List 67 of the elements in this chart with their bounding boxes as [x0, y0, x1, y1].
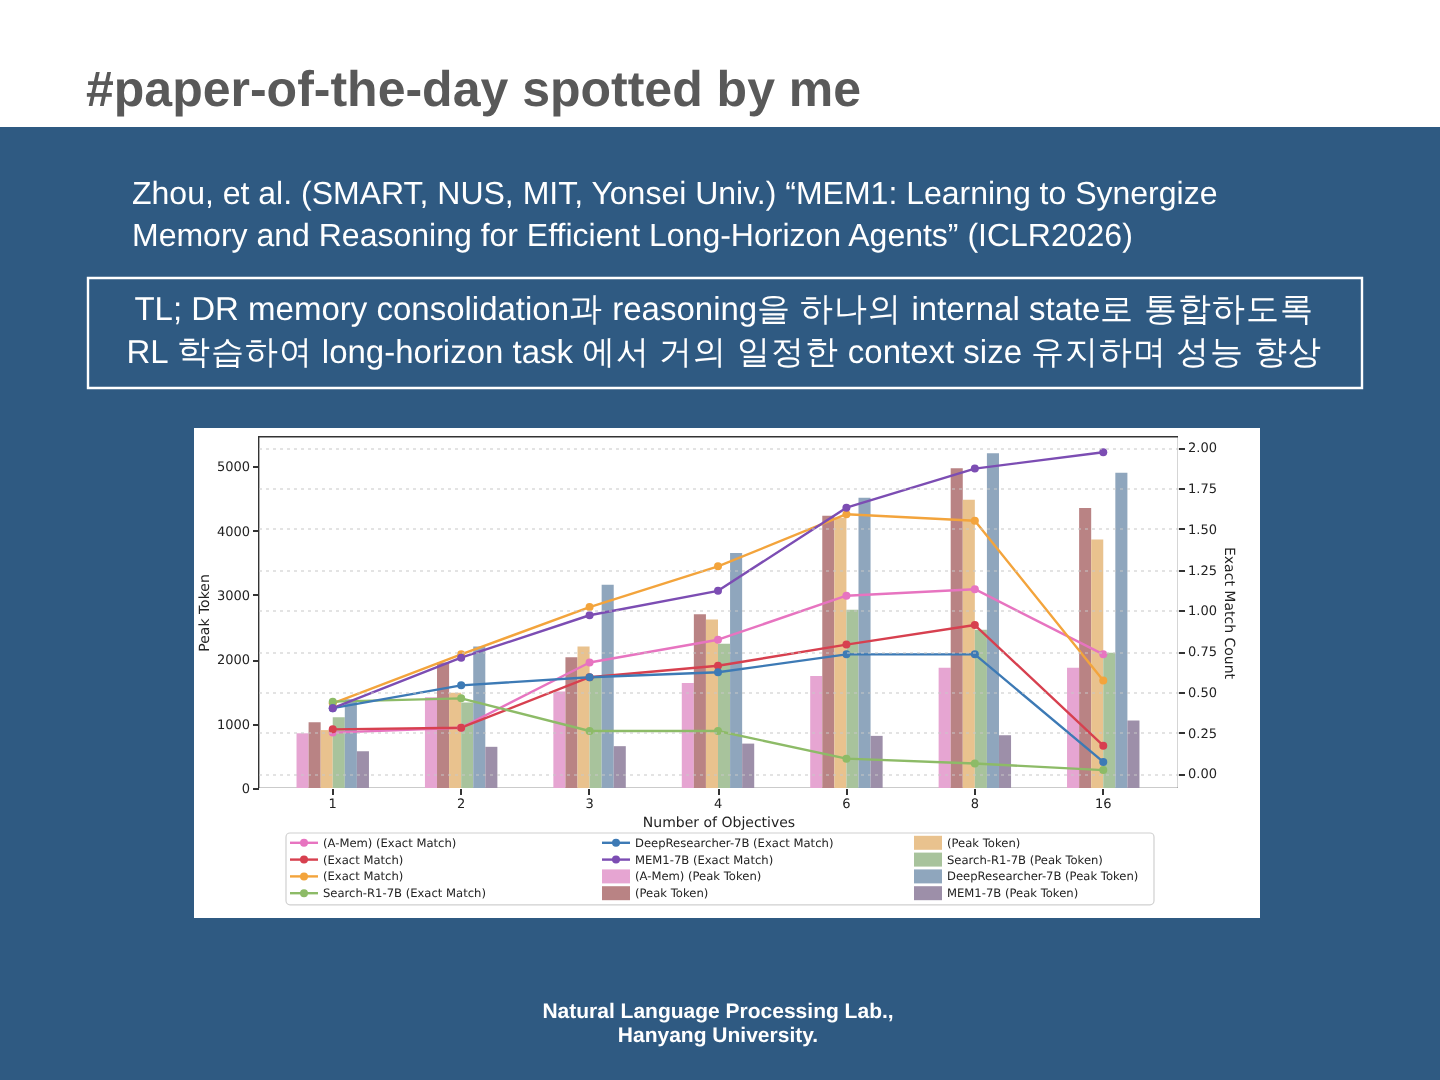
bar [565, 657, 578, 788]
point [1099, 676, 1108, 685]
bar [308, 722, 321, 788]
point [714, 586, 722, 595]
point [714, 661, 722, 670]
point [714, 668, 722, 677]
chart-subtitle: Zhou, et al. (SMART, NUS, MIT, Yonsei Univ.) “MEM1: Learning to Synergize Memory and Reasoning for Efficient Long-Horizon Agents” (ICLR2026) [132, 178, 1218, 254]
bar [601, 584, 614, 788]
bar [870, 735, 883, 788]
point [1099, 741, 1108, 750]
point [714, 635, 722, 644]
text: Natural Language Processing Lab., Hanyang University. [542, 1000, 894, 1048]
point [585, 611, 594, 620]
bar [1127, 720, 1140, 788]
bar [822, 515, 835, 788]
text: TL; DR memory consolidation과 reasoning을 하나의 internal state로 통합하도록 RL 학습하여 long-horizon task 에서 거의 일정한 context size 유지하며 성능 향상 [126, 292, 1322, 371]
bar [589, 676, 602, 788]
bar [1115, 472, 1128, 788]
point [842, 754, 851, 763]
bar [553, 691, 566, 788]
point [970, 585, 979, 594]
point [585, 726, 594, 735]
point [457, 681, 466, 690]
point [1099, 766, 1108, 775]
point [842, 591, 851, 600]
point [1099, 757, 1108, 766]
bar [718, 643, 731, 788]
bar [742, 743, 755, 788]
bar [356, 751, 369, 788]
bar [1067, 667, 1080, 788]
point [585, 603, 594, 612]
bar [950, 468, 963, 788]
bar [998, 735, 1012, 788]
bar [730, 553, 743, 788]
point [1099, 448, 1108, 457]
bar [296, 733, 309, 788]
bar [834, 517, 847, 788]
bar [613, 746, 626, 788]
point [457, 694, 466, 703]
point [842, 503, 851, 512]
bar [986, 453, 999, 788]
point [970, 621, 979, 630]
chart-title: #paper-of-the-day spotted by me [86, 62, 862, 118]
bar [858, 497, 871, 788]
bar [693, 614, 706, 788]
bar [810, 676, 823, 788]
bar [437, 662, 450, 788]
bar [938, 667, 951, 788]
bar [681, 683, 694, 788]
point [970, 516, 979, 525]
point [970, 759, 979, 768]
point [585, 658, 594, 667]
point [970, 650, 979, 659]
bar [332, 717, 345, 788]
bar [485, 746, 498, 788]
point [842, 640, 851, 649]
point [714, 562, 722, 571]
point [1099, 650, 1108, 659]
bar [461, 702, 474, 788]
bar [974, 629, 987, 788]
bar [320, 730, 333, 788]
point [842, 510, 851, 519]
point [714, 726, 722, 735]
bar [1079, 508, 1092, 788]
bar [846, 609, 859, 788]
bar [424, 697, 438, 788]
point [970, 464, 979, 473]
